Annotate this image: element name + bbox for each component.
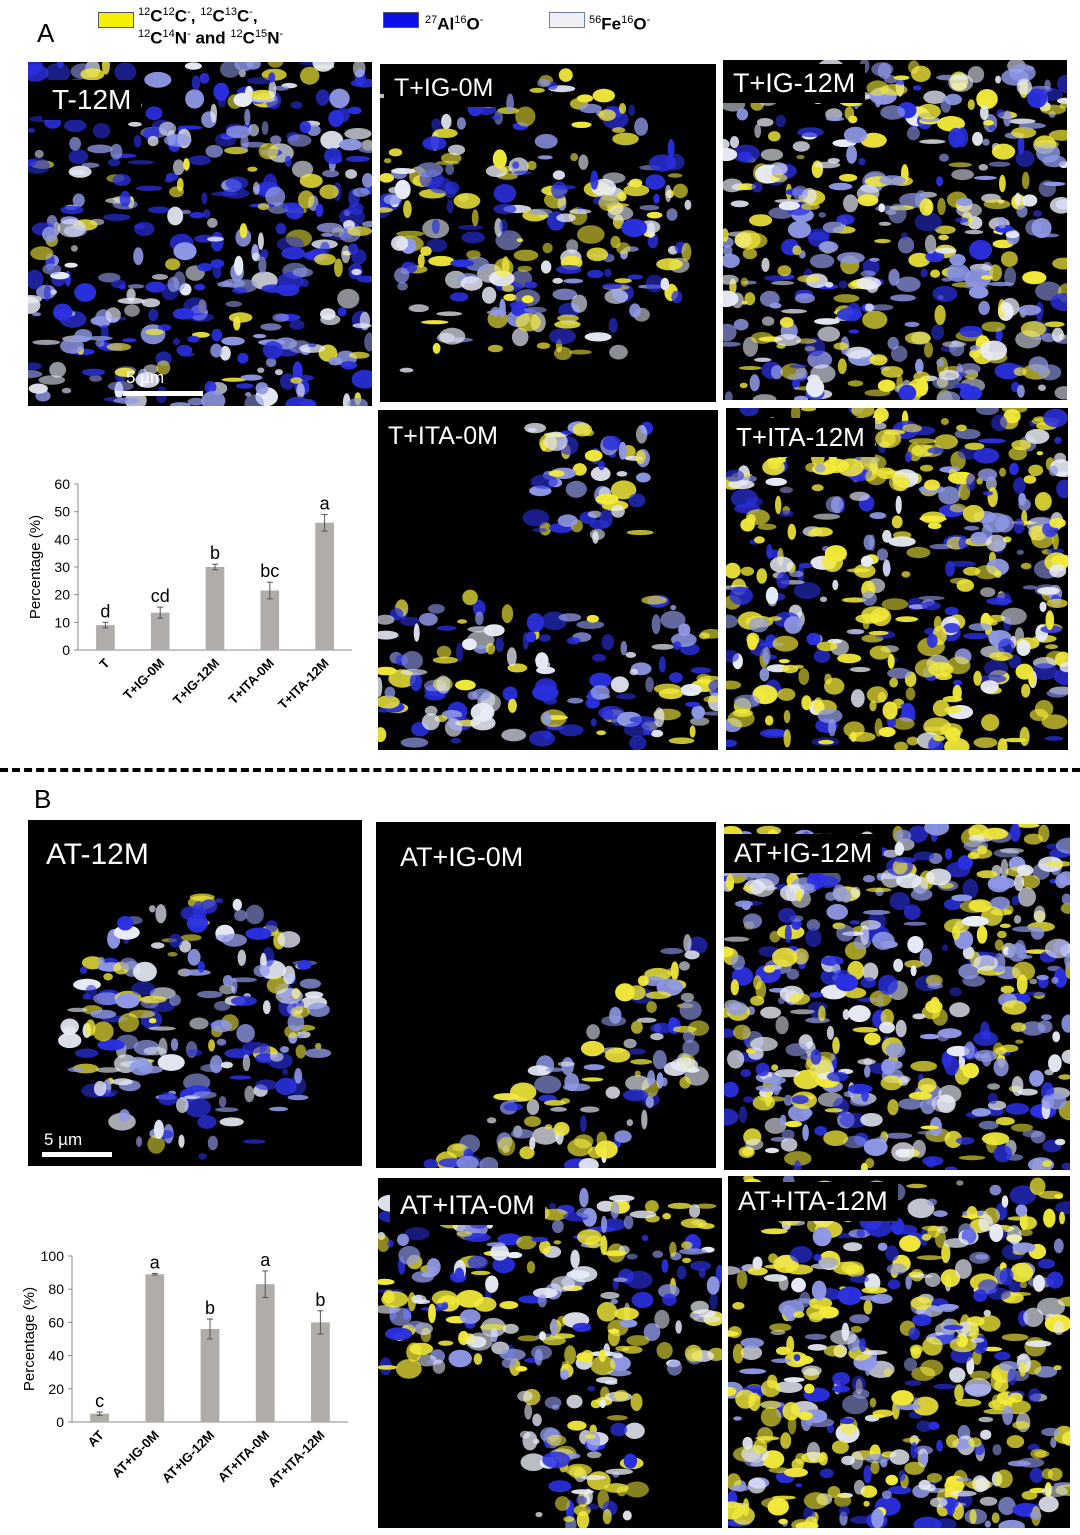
texture [726,408,1068,750]
image-label: T+IG-0M [384,70,504,107]
y-tick-label: 10 [54,614,70,630]
y-tick-label: 60 [54,476,70,492]
nanosims-image-b1: AT+IG-0M [376,822,716,1168]
texture [378,1187,722,1528]
panel-b-letter: B [34,784,52,814]
significance-letter: d [100,601,110,621]
scale-bar-label: 5 µm [44,1130,83,1149]
y-tick-label: 40 [54,531,70,547]
texture [380,68,692,373]
y-tick-label: 50 [54,504,70,520]
significance-letter: b [210,543,220,563]
y-tick-label: 20 [48,1381,64,1397]
texture [728,1176,1070,1528]
scale-bar-label: 5 µm [126,368,165,387]
x-tick-label: T+IG-12M [170,656,222,708]
legend-label-iron-oxide: 56Fe16O- [589,14,651,34]
texture [423,934,710,1168]
legend-label-carbon-nitrogen-line2: 12C14N- and 12C15N- [138,28,284,48]
bar [315,522,334,650]
y-tick-label: 20 [54,587,70,603]
legend-swatch-blue [383,12,419,28]
bar [260,590,280,650]
x-tick-label: AT+IG-12M [159,1428,217,1486]
y-axis-title: Percentage (%) [27,515,44,619]
legend-label-carbon-nitrogen: 12C12C-, 12C13C-, [138,6,258,26]
panel-a-letter: A [37,18,55,48]
nanosims-image-b2: AT+IG-12M [724,824,1070,1170]
nanosims-image-a4: T+ITA-12M [726,408,1068,750]
image-label: T+ITA-12M [726,418,875,457]
nanosims-image-b0: AT-12M 5 µm [28,820,362,1166]
bar [90,1413,109,1422]
y-tick-label: 100 [41,1248,65,1264]
texture [58,893,332,1160]
y-tick-label: 30 [54,559,70,575]
y-tick-label: 40 [48,1348,64,1364]
significance-letter: b [315,1290,325,1310]
legend-swatch-white [549,12,585,28]
y-tick-label: 80 [48,1281,64,1297]
bar-chart-a: 0 10 20 30 40 50 60 Percentage (%) d Tcd T+IG-0M b T… [27,476,352,713]
texture [28,62,372,406]
nanosims-image-a1: T+IG-0M [380,64,716,402]
x-tick-label: T+ITA-0M [225,656,277,708]
image-label: AT-12M [36,834,159,876]
nanosims-image-b4: AT+ITA-12M [728,1176,1070,1528]
bar [145,1274,165,1422]
bar [311,1322,330,1422]
legend-label-aluminum-oxide: 27Al16O- [425,14,484,34]
texture [724,824,1070,1170]
bar [96,625,115,650]
y-tick-label: 60 [48,1314,64,1330]
significance-letter: cd [151,586,170,606]
texture [378,421,718,750]
x-tick-label: AT+ITA-0M [215,1428,273,1486]
x-tick-label: AT+IG-0M [109,1428,162,1481]
scale-bar [123,391,203,396]
bar-chart-b: 0 20 40 60 80 100 Percentage (%) c AT a AT+IG-0M b A… [21,1248,348,1491]
x-tick-label: T+ITA-12M [275,656,332,713]
chart-panel-b: 0 20 40 60 80 100 Percentage (%) c AT a AT+IG-0M b A… [10,1240,362,1530]
y-axis-title: Percentage (%) [21,1287,38,1391]
scale-bar [42,1152,112,1157]
image-label: AT+ITA-12M [728,1182,898,1221]
bar [255,1284,275,1422]
y-tick-label: 0 [62,642,70,658]
bar [205,567,225,650]
image-label: AT+ITA-0M [390,1186,545,1225]
image-label: T-12M [42,80,142,120]
image-label: T+ITA-0M [378,418,508,455]
legend-swatch-yellow [98,12,134,28]
bar [200,1329,220,1422]
nanosims-image-b3: AT+ITA-0M [378,1178,722,1528]
x-tick-label: AT [85,1427,107,1449]
significance-letter: b [205,1298,215,1318]
significance-letter: c [95,1391,104,1411]
significance-letter: bc [260,561,279,581]
x-tick-label: T+IG-0M [120,656,167,703]
x-tick-label: T [96,655,112,671]
nanosims-image-a0: T-12M 5 µm [28,62,372,406]
significance-letter: a [260,1250,271,1270]
image-label: AT+IG-0M [390,838,534,877]
significance-letter: a [320,493,331,513]
x-tick-label: AT+ITA-12M [265,1428,328,1491]
texture [723,60,1067,400]
nanosims-image-a3: T+ITA-0M [378,410,718,750]
image-label: AT+IG-12M [724,834,883,873]
significance-letter: a [150,1252,161,1272]
section-divider [0,768,1080,772]
nanosims-image-a2: T+IG-12M [723,60,1067,400]
image-label: T+IG-12M [723,64,866,103]
bar [150,612,170,650]
y-tick-label: 0 [56,1414,64,1430]
